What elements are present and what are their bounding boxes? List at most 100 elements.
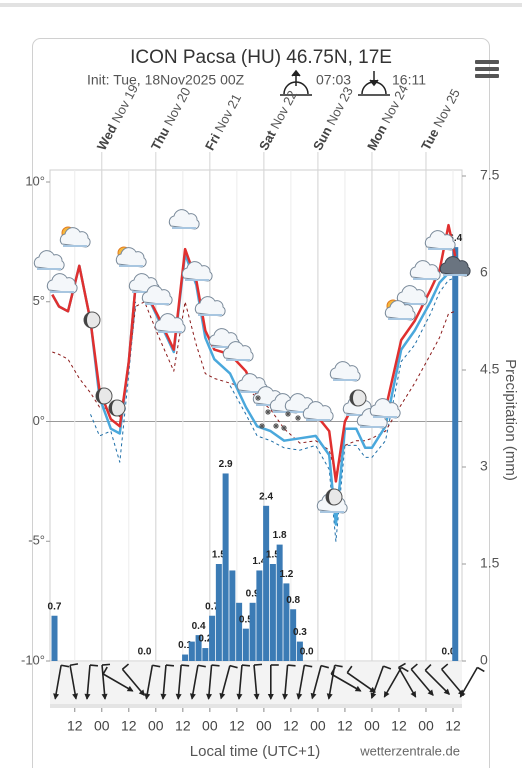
x-tick-label: 00 <box>202 718 218 734</box>
x-axis-title: Local time (UTC+1) <box>190 743 320 760</box>
barb-flag <box>330 666 336 675</box>
wind-barb <box>383 666 409 698</box>
barb-shaft <box>191 665 199 699</box>
barb-flag <box>60 664 70 668</box>
cloud-shape <box>439 256 471 277</box>
barb-head <box>53 693 60 700</box>
x-tick-label: 00 <box>418 718 434 734</box>
cloud-shape <box>46 273 78 294</box>
weather-icon <box>302 401 334 422</box>
barb-shaft <box>311 665 322 699</box>
y-tick-label: -5° <box>28 533 45 548</box>
wind-barb <box>102 666 134 692</box>
barb-head <box>72 693 79 700</box>
weather-icon <box>59 227 91 248</box>
barb-head <box>101 693 108 700</box>
x-tick-label: 00 <box>364 718 380 734</box>
snow-icon <box>285 411 291 417</box>
weather-icon <box>141 285 173 306</box>
barb-flag <box>101 663 111 666</box>
weather-icon <box>168 209 200 230</box>
wind-barb <box>160 664 175 700</box>
cloud-shadow <box>172 227 196 229</box>
cloud-shape <box>409 260 441 281</box>
cloud-shadow <box>256 404 280 406</box>
precip-bar <box>283 583 290 661</box>
precip-label: 6.4 <box>448 233 462 244</box>
barb-flag <box>89 664 99 667</box>
cloud-shadow <box>288 411 312 413</box>
cloud-shape <box>141 285 173 306</box>
sunset-time: 16:11 <box>392 72 426 88</box>
wind-barb <box>282 664 296 700</box>
precip-bar <box>236 602 243 661</box>
wind-barb <box>189 664 206 700</box>
barb-head <box>219 692 226 700</box>
cloud-shadow <box>428 248 452 250</box>
barb-flag <box>211 664 220 667</box>
precip-bar <box>256 570 263 661</box>
barb-head <box>253 693 260 700</box>
x-tick-label: 12 <box>391 718 407 734</box>
barb-shaft <box>101 664 106 700</box>
x-tick-label: 12 <box>337 718 353 734</box>
barb-shaft <box>145 665 154 699</box>
precip-label: 0.0 <box>300 647 314 658</box>
cloud-shape <box>154 313 186 334</box>
barb-head <box>144 693 151 700</box>
top-bar <box>0 3 522 7</box>
wind-barb <box>296 664 313 700</box>
weather-icon <box>181 261 213 282</box>
precip-bar <box>229 570 236 661</box>
weather-icon <box>439 256 471 277</box>
barb-flag <box>398 662 406 669</box>
wind-barb <box>370 665 392 699</box>
x-tick-label: 00 <box>256 718 272 734</box>
weather-icon <box>33 250 65 271</box>
barb-shaft <box>410 668 434 696</box>
snow-icon <box>259 423 265 429</box>
wind-barb <box>236 664 251 700</box>
precip-label: 0.7 <box>205 601 219 612</box>
credit: wetterzentrale.de <box>359 743 460 758</box>
barb-flag <box>400 666 409 673</box>
precip-bar <box>182 654 189 661</box>
barb-head <box>175 693 182 700</box>
wind-barb <box>330 666 362 692</box>
barb-shaft <box>54 665 62 699</box>
weather-icon <box>396 285 428 306</box>
snow-icon <box>281 425 287 431</box>
barb-flag <box>181 664 190 667</box>
barb-shaft <box>162 664 167 700</box>
barb-head <box>310 692 317 700</box>
barb-shaft <box>330 673 362 692</box>
barb-flag <box>165 664 175 667</box>
menu-button[interactable] <box>475 60 499 78</box>
barb-shaft <box>121 668 145 696</box>
cloud-shape <box>396 285 428 306</box>
wind-barb <box>175 664 190 700</box>
cloud-shadow <box>185 279 209 281</box>
cloud-shadow <box>388 318 412 320</box>
cloud-shadow <box>132 291 156 293</box>
cloud-shadow <box>212 346 236 348</box>
barb-shaft <box>86 664 91 700</box>
barb-head <box>370 692 377 699</box>
cloud-shape <box>222 341 254 362</box>
barb-head <box>138 689 145 697</box>
x-tick-label: 12 <box>121 718 137 734</box>
barb-shaft <box>441 668 465 696</box>
precip-bar <box>222 473 229 661</box>
barb-flag <box>320 664 329 669</box>
barb-flag <box>476 666 485 673</box>
cloud-shape <box>168 209 200 230</box>
barb-flag <box>102 666 108 675</box>
cloud-shape <box>329 361 361 382</box>
y-tick-label: 0° <box>33 413 45 428</box>
y2-axis-title: Precipitation (mm) <box>502 359 519 481</box>
weather-icon <box>424 230 456 251</box>
weather-icon <box>194 296 226 317</box>
y2-tick-label: 0 <box>480 652 488 668</box>
barb-head <box>354 685 362 692</box>
